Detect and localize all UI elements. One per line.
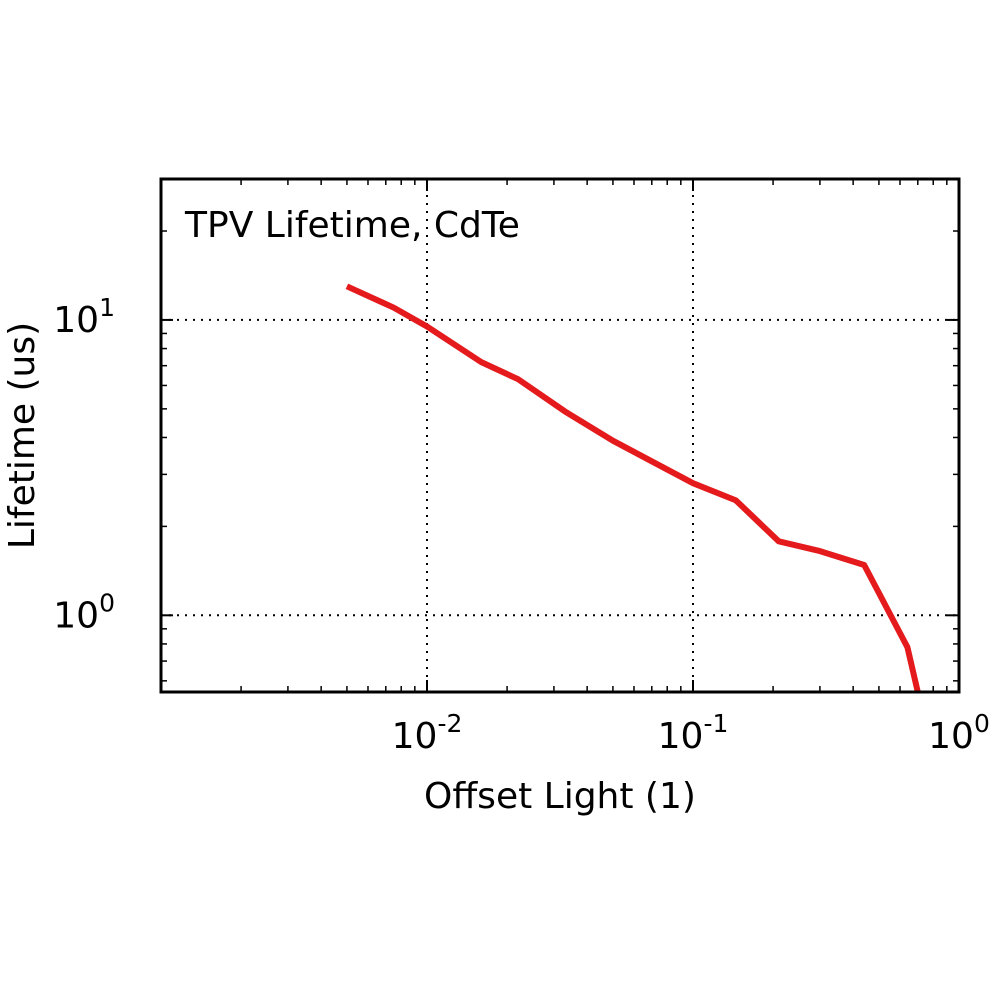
x-axis-label: Offset Light (1) bbox=[424, 776, 696, 817]
x-tick-label: 10-2 bbox=[392, 709, 463, 757]
tick-labels: 10-2 10-1 100 100 101 bbox=[53, 293, 990, 757]
grid-lines bbox=[161, 179, 959, 692]
series-line bbox=[345, 283, 921, 693]
y-tick-label: 100 bbox=[53, 588, 115, 636]
chart-annotation: TPV Lifetime, CdTe bbox=[184, 205, 520, 246]
x-tick-label: 100 bbox=[928, 709, 990, 757]
y-axis-label: Lifetime (us) bbox=[2, 322, 43, 549]
major-ticks bbox=[161, 179, 960, 692]
y-tick-label: 101 bbox=[53, 293, 115, 341]
x-tick-label: 10-1 bbox=[658, 709, 729, 757]
plot-frame bbox=[159, 177, 961, 694]
series-layer bbox=[345, 283, 921, 693]
minor-ticks bbox=[161, 179, 959, 692]
